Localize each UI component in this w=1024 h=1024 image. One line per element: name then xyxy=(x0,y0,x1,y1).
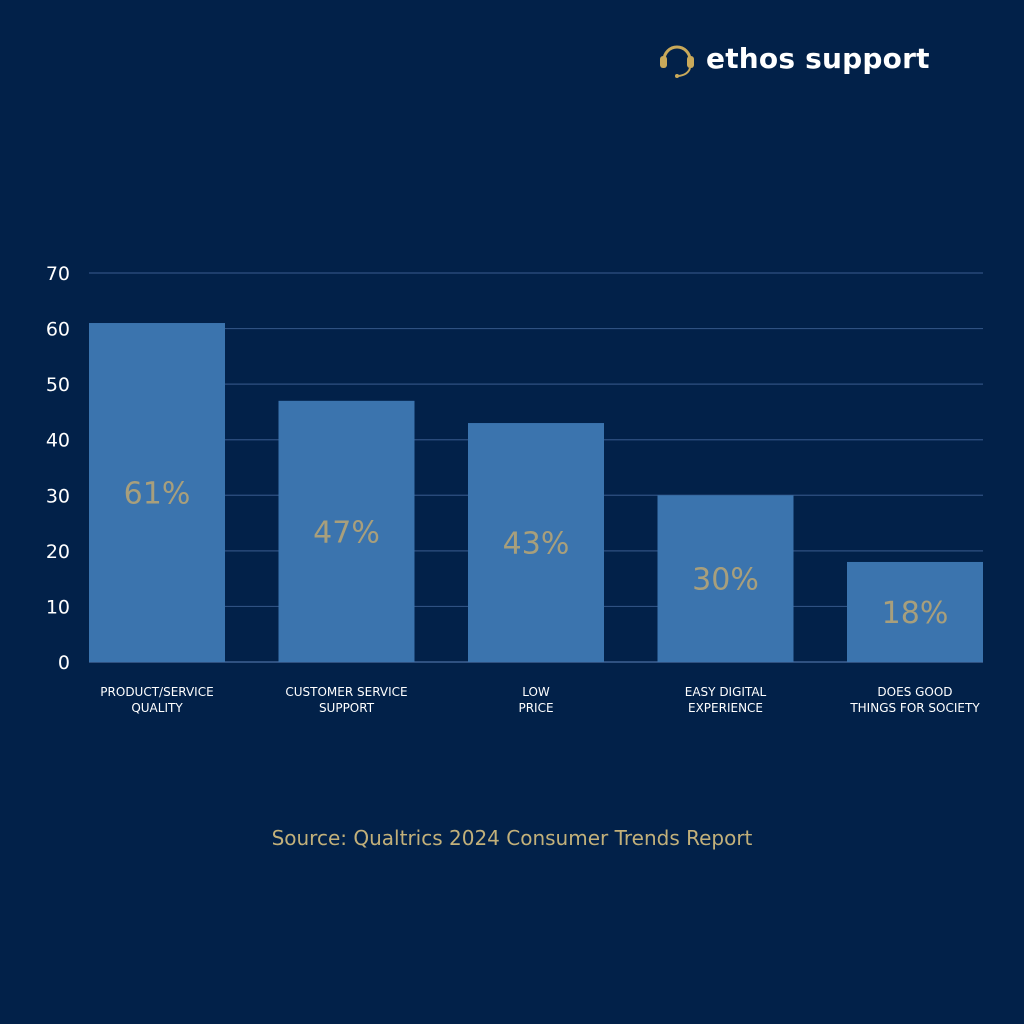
x-tick-label: EXPERIENCE xyxy=(688,701,763,715)
data-label: 30% xyxy=(692,563,759,598)
y-tick-label: 50 xyxy=(46,374,70,396)
data-label: 61% xyxy=(124,477,191,512)
y-tick-label: 0 xyxy=(58,652,70,674)
x-tick-label: LOW xyxy=(522,685,550,699)
brand-name: ethos support xyxy=(706,41,930,75)
bar xyxy=(468,423,604,662)
y-tick-label: 30 xyxy=(46,485,70,507)
data-label: 43% xyxy=(503,527,570,562)
brand-logo: ethos support xyxy=(658,38,930,78)
bar xyxy=(657,495,794,662)
x-tick-label: PRODUCT/SERVICE xyxy=(100,685,213,699)
data-label: 47% xyxy=(313,515,380,550)
x-tick-label: EASY DIGITAL xyxy=(685,685,767,699)
y-tick-label: 20 xyxy=(46,541,70,563)
x-tick-label: QUALITY xyxy=(131,701,183,715)
x-tick-label: CUSTOMER SERVICE xyxy=(285,685,407,699)
y-tick-label: 10 xyxy=(46,596,70,618)
bar xyxy=(847,561,983,662)
source-caption: Source: Qualtrics 2024 Consumer Trends R… xyxy=(271,826,753,850)
x-tick-label: SUPPORT xyxy=(319,701,375,715)
y-tick-label: 40 xyxy=(46,430,70,452)
y-tick-label: 70 xyxy=(46,263,70,285)
headset-icon xyxy=(660,45,694,78)
data-label: 18% xyxy=(882,596,949,631)
x-tick-label: PRICE xyxy=(518,701,553,715)
bar xyxy=(278,400,415,662)
x-tick-label: DOES GOOD xyxy=(877,685,952,699)
y-tick-label: 60 xyxy=(46,319,70,341)
x-tick-label: THINGS FOR SOCIETY xyxy=(849,701,980,715)
bar xyxy=(89,323,225,662)
